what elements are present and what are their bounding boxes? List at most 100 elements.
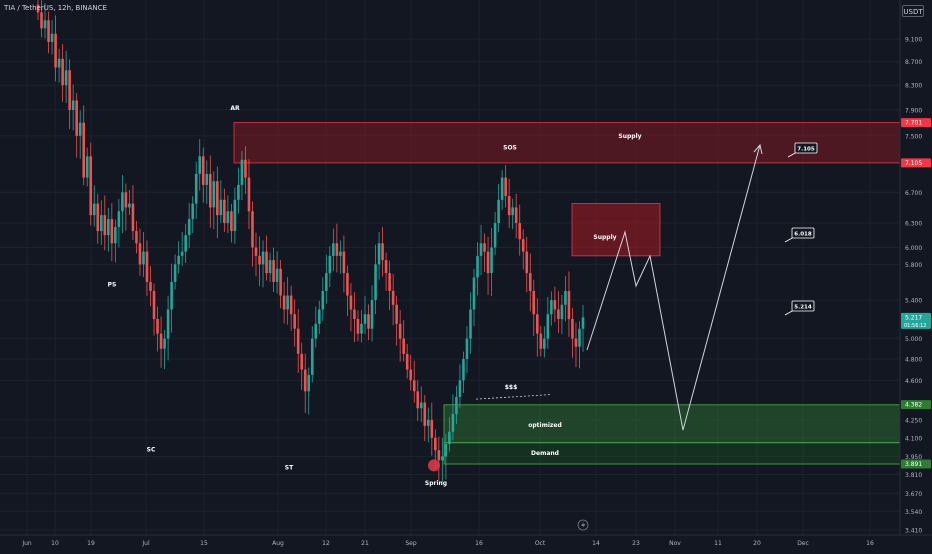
candle [391, 290, 395, 305]
candle [180, 251, 184, 256]
candle [381, 243, 384, 261]
time-tick-label: Dec [797, 540, 809, 547]
candle [128, 203, 131, 208]
candle [437, 450, 441, 461]
candle [152, 290, 156, 320]
candle [532, 290, 536, 315]
candle [82, 122, 86, 178]
price-tag [901, 400, 931, 410]
candle [486, 251, 490, 274]
candle [500, 177, 504, 200]
candle [356, 319, 360, 334]
price-tag-label: 4.382 [905, 402, 922, 409]
price-tag [901, 118, 931, 128]
time-tick-label: 10 [51, 540, 59, 547]
price-tick-label: 3.810 [905, 472, 922, 479]
candle [208, 173, 212, 208]
price-tick-label: 5.000 [905, 336, 922, 343]
candle [317, 309, 321, 324]
wyckoff-label-ar: AR [230, 105, 240, 112]
candle [451, 414, 455, 432]
candle [388, 273, 391, 291]
candle [321, 290, 325, 310]
candle [426, 419, 430, 426]
candle [223, 199, 226, 224]
time-tick-label: Sep [405, 540, 417, 547]
projection-arrowhead [753, 143, 763, 155]
candle [398, 323, 402, 339]
time-tick-label: 11 [714, 540, 722, 547]
price-tick-label: 6.700 [905, 190, 922, 197]
time-axis[interactable] [0, 535, 932, 550]
candle [465, 338, 469, 360]
candle [54, 33, 57, 68]
price-tag-label: 5.217 [905, 314, 922, 321]
candle [360, 323, 363, 334]
exchange-label: BINANCE [75, 4, 107, 12]
price-tick-label: 8.300 [905, 83, 922, 90]
candle [571, 319, 574, 339]
candle [483, 243, 486, 252]
candle [219, 199, 223, 216]
lightning-icon[interactable] [577, 519, 589, 531]
candle [47, 20, 50, 42]
candle [89, 156, 93, 216]
candle [163, 338, 166, 349]
price-tag-label: 3.891 [905, 461, 922, 468]
candle [374, 264, 377, 301]
candle [490, 247, 493, 274]
candle [564, 290, 567, 305]
price-tick-label: 4.800 [905, 357, 922, 364]
candle [521, 239, 525, 252]
time-tick-label: 15 [200, 540, 208, 547]
price-tag [901, 158, 931, 168]
candle [187, 219, 191, 236]
price-tick-label: 4.250 [905, 417, 922, 424]
candle [99, 215, 103, 232]
price-axis[interactable] [900, 0, 932, 550]
candle [107, 219, 110, 236]
projection-path [586, 144, 761, 431]
price-tick-label: 4.100 [905, 435, 922, 442]
candle [419, 402, 423, 409]
price-tick-label: 8.700 [905, 59, 922, 66]
candle [261, 251, 265, 265]
candle [131, 203, 135, 232]
candle [539, 333, 543, 349]
currency-button[interactable]: USDT [902, 5, 924, 17]
wyckoff-label-sc: SC [147, 446, 156, 453]
candle [395, 304, 398, 324]
wyckoff-label-spring: Spring [425, 480, 447, 487]
candle [61, 58, 64, 86]
candle [138, 243, 142, 265]
candle [430, 419, 434, 438]
candle [300, 353, 304, 370]
time-tick-label: 12 [322, 540, 330, 547]
candle [268, 260, 272, 274]
candle [156, 319, 159, 334]
candle [574, 338, 578, 347]
time-tick-label: 23 [632, 540, 640, 547]
candle [226, 211, 230, 224]
price-tick-label: 5.400 [905, 298, 922, 305]
symbol-label: TIA / TetherUS [4, 4, 54, 12]
target-box [791, 227, 815, 239]
price-tick-label: 5.800 [905, 262, 922, 269]
candle [335, 243, 339, 256]
candle [159, 333, 163, 349]
price-tag [901, 459, 931, 469]
candle [493, 223, 497, 248]
candle [514, 207, 518, 224]
price-tag-timer: 01:56:12 [904, 323, 926, 329]
candle [409, 369, 413, 381]
candle [402, 338, 405, 354]
candle [75, 100, 78, 136]
candle [507, 196, 511, 216]
candle [247, 177, 251, 212]
candle [145, 251, 149, 282]
price-tag-label: 7.701 [905, 120, 922, 127]
zone-demand [443, 404, 901, 444]
